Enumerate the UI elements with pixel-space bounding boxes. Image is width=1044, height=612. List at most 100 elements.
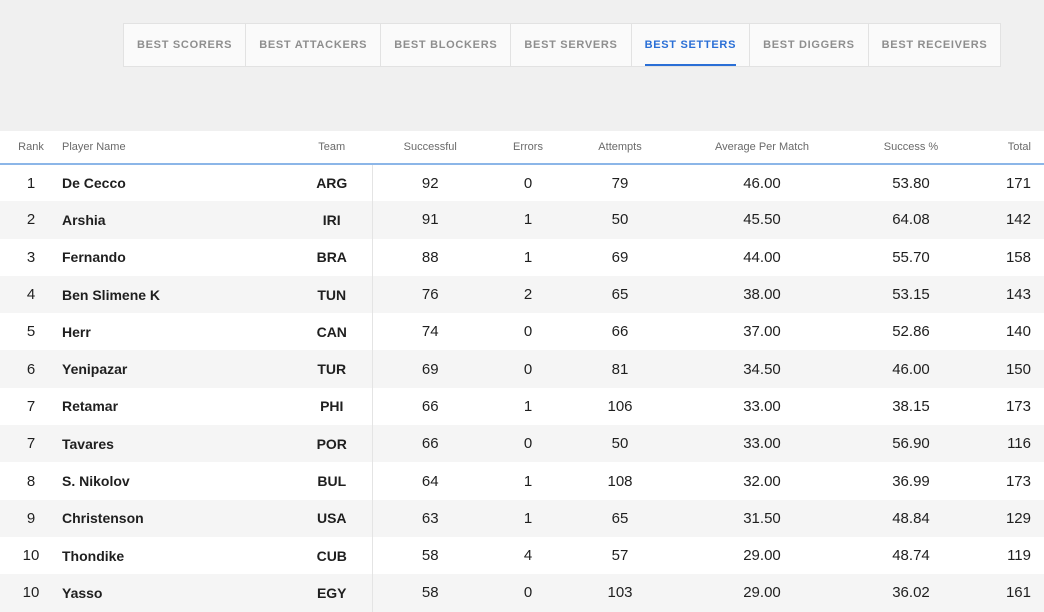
cell-success-percent: 53.80	[892, 174, 930, 192]
cell-errors: 4	[523, 547, 533, 565]
cell-total: 116	[970, 425, 1044, 463]
stats-category-tabs: BEST SCORERS BEST ATTACKERS BEST BLOCKERS B…	[123, 23, 1002, 67]
cell-player-name: S. Nikolov	[62, 473, 130, 490]
tab-best-attackers[interactable]: BEST ATTACKERS	[246, 24, 382, 66]
cell-successful: 88	[421, 248, 439, 266]
cell-total: 143	[970, 275, 1044, 314]
tab-best-receivers[interactable]: BEST RECEIVERS	[881, 39, 988, 51]
cell-player-name: De Cecco	[62, 175, 126, 192]
tab-best-blockers[interactable]: BEST BLOCKERS	[381, 24, 512, 66]
tab-best-setters[interactable]: BEST SETTERS	[632, 24, 751, 66]
cell-average-per-match: 44.00	[743, 248, 781, 266]
table-row[interactable]: 7 Retamar PHI 66 1 106 33.00 38.15 173	[0, 387, 1044, 426]
table-row[interactable]: 5 Herr CAN 74 0 66 37.00 52.86 140	[0, 313, 1044, 351]
table-row[interactable]: 8 S. Nikolov BUL 64 1 108 32.00 36.99 173	[0, 462, 1044, 500]
cell-team: CUB	[292, 536, 373, 575]
table-row[interactable]: 7 Tavares POR 66 0 50 33.00 56.90 116	[0, 425, 1044, 463]
cell-total: 171	[1005, 174, 1031, 192]
cell-attempts: 65	[568, 275, 672, 314]
header-attempts[interactable]: Attempts	[568, 131, 672, 165]
cell-success-percent: 46.00	[852, 350, 970, 388]
cell-errors: 1	[523, 397, 533, 415]
cell-average-per-match: 29.00	[743, 547, 781, 565]
cell-average-per-match: 38.00	[672, 275, 852, 314]
cell-attempts: 66	[611, 323, 629, 341]
cell-attempts: 108	[607, 472, 633, 490]
table-row[interactable]: 10 Thondike CUB 58 4 57 29.00 48.74 119	[0, 536, 1044, 575]
cell-attempts: 50	[568, 201, 672, 239]
cell-player-name: Fernando	[62, 249, 126, 266]
cell-team: TUN	[292, 275, 373, 314]
cell-team: USA	[292, 499, 373, 537]
cell-average-per-match: 45.50	[672, 201, 852, 239]
cell-rank: 1	[26, 174, 36, 192]
cell-player-name: Herr	[62, 323, 91, 340]
cell-rank: 10	[22, 547, 40, 565]
cell-successful: 66	[421, 397, 439, 415]
header-total[interactable]: Total	[970, 131, 1044, 165]
cell-total: 173	[1005, 472, 1031, 490]
cell-successful: 64	[421, 472, 439, 490]
cell-attempts: 57	[611, 547, 629, 565]
cell-success-percent: 55.70	[892, 248, 930, 266]
cell-player-name: Thondike	[62, 547, 125, 564]
table-row[interactable]: 3 Fernando BRA 88 1 69 44.00 55.70 158	[0, 238, 1044, 276]
cell-total: 129	[970, 499, 1044, 537]
cell-attempts: 50	[568, 425, 672, 463]
cell-attempts: 79	[611, 174, 629, 192]
cell-errors: 0	[523, 174, 533, 192]
header-average-per-match[interactable]: Average Per Match	[672, 131, 852, 165]
cell-errors: 1	[523, 472, 533, 490]
cell-total: 142	[970, 201, 1044, 239]
cell-rank: 3	[26, 248, 36, 266]
header-player-name[interactable]: Player Name	[62, 131, 292, 165]
cell-errors: 1	[488, 499, 568, 537]
cell-errors: 0	[488, 425, 568, 463]
table-row[interactable]: 2 Arshia IRI 91 1 50 45.50 64.08 142	[0, 201, 1044, 239]
cell-errors: 1	[523, 248, 533, 266]
cell-success-percent: 48.84	[852, 499, 970, 537]
cell-attempts: 65	[568, 499, 672, 537]
cell-player-name: Yasso	[62, 574, 292, 612]
table-row[interactable]: 6 Yenipazar TUR 69 0 81 34.50 46.00 150	[0, 350, 1044, 388]
cell-total: 119	[1007, 547, 1031, 565]
cell-average-per-match: 46.00	[743, 174, 781, 192]
cell-attempts: 69	[611, 248, 629, 266]
tab-best-scorers[interactable]: BEST SCORERS	[124, 24, 247, 66]
cell-team: EGY	[292, 574, 373, 612]
cell-success-percent: 64.08	[852, 201, 970, 239]
cell-player-name: Retamar	[62, 398, 119, 415]
cell-success-percent: 56.90	[852, 425, 970, 463]
cell-successful: 58	[372, 574, 488, 612]
table-row[interactable]: 1 De Cecco ARG 92 0 79 46.00 53.80 171	[0, 164, 1044, 202]
cell-successful: 91	[372, 201, 488, 239]
cell-attempts: 81	[568, 350, 672, 388]
cell-total: 161	[970, 574, 1044, 612]
cell-success-percent: 48.74	[892, 547, 930, 565]
cell-total: 173	[1005, 397, 1031, 415]
cell-team: ARG	[292, 164, 373, 202]
header-errors[interactable]: Errors	[488, 131, 568, 165]
cell-average-per-match: 33.00	[743, 397, 781, 415]
table-row[interactable]: 4 Ben Slimene K TUN 76 2 65 38.00 53.15 143	[0, 275, 1044, 314]
cell-player-name: Christenson	[62, 499, 292, 537]
table-row[interactable]: 9 Christenson USA 63 1 65 31.50 48.84 129	[0, 499, 1044, 537]
tab-best-diggers[interactable]: BEST DIGGERS	[750, 24, 869, 66]
cell-successful: 63	[372, 499, 488, 537]
cell-errors: 0	[523, 323, 533, 341]
cell-rank: 4	[0, 275, 62, 314]
cell-average-per-match: 32.00	[743, 472, 781, 490]
cell-rank: 5	[26, 323, 36, 341]
cell-team: PHI	[292, 387, 373, 426]
cell-success-percent: 38.15	[892, 397, 930, 415]
cell-successful: 66	[372, 425, 488, 463]
header-rank[interactable]: Rank	[0, 131, 62, 165]
header-team[interactable]: Team	[292, 131, 373, 165]
header-successful[interactable]: Successful	[372, 131, 488, 165]
cell-rank: 7	[26, 397, 36, 415]
table-row[interactable]: 10 Yasso EGY 58 0 103 29.00 36.02 161	[0, 574, 1044, 612]
cell-team: BRA	[292, 238, 373, 276]
tab-best-servers[interactable]: BEST SERVERS	[511, 24, 632, 66]
table-header-row: Rank Player Name Team Successful Errors …	[0, 131, 1044, 165]
header-success-percent[interactable]: Success %	[852, 131, 970, 165]
